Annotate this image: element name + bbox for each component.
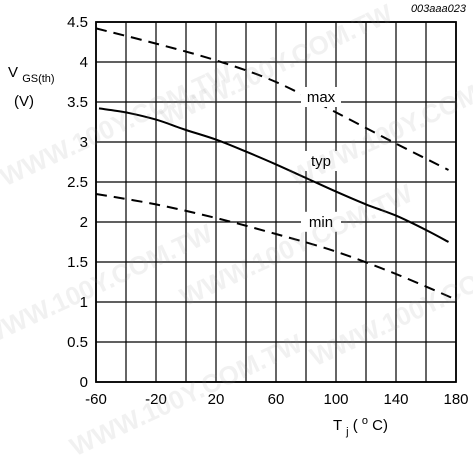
x-tick-label: 100 [323,391,348,408]
y-tick-label: 1.5 [67,254,88,271]
series-typ-label: typ [311,153,331,170]
y-tick-label: 4.5 [67,14,88,31]
x-tick-label: 180 [443,391,468,408]
x-axis-label-main: T [333,417,342,434]
x-axis-label: T j ( o C) [333,411,388,439]
y-tick-label: 0 [80,374,88,391]
y-tick-label: 2.5 [67,174,88,191]
x-tick-label: -20 [145,391,167,408]
y-axis-label: V GS(th) [8,64,55,85]
y-axis-label-sub: GS(th) [22,73,54,85]
series-min-label-bg [301,211,341,232]
x-axis-label-sub: j [345,426,348,438]
x-tick-label: -60 [85,391,107,408]
y-tick-label: 3.5 [67,94,88,111]
x-tick-label: 140 [383,391,408,408]
y-tick-label: 0.5 [67,334,88,351]
figure-code: 003aaa023 [411,3,467,15]
series-typ-label-bg [301,151,341,171]
y-axis-unit: (V) [14,93,34,110]
plot-frame [95,21,457,383]
series-max-label-bg [301,87,341,107]
series-max-line [95,27,449,171]
x-tick-label: 20 [208,391,225,408]
series-max-label: max [307,89,336,106]
y-tick-label: 1 [80,294,88,311]
series-typ-line [98,107,449,243]
grid [95,21,457,383]
x-axis-label-sup: o [362,415,368,427]
vgs-threshold-chart: -60 -20 20 60 100 140 180 0 0.5 1 1.5 2 2.5 3 3.5 4 4.5… [8,3,469,439]
y-tick-label: 4 [80,54,88,71]
curves [95,27,457,301]
series-min-line [95,193,457,301]
y-axis-label-main: V [8,64,18,81]
y-tick-labels: 0 0.5 1 1.5 2 2.5 3 3.5 4 4.5 [67,14,88,391]
x-axis-label-open: ( [353,417,358,434]
series-labels: max typ min [301,87,341,232]
y-tick-label: 2 [80,214,88,231]
series-min-label: min [309,214,333,231]
x-tick-labels: -60 -20 20 60 100 140 180 [85,391,468,408]
x-axis-label-unit: C) [372,417,388,434]
y-tick-label: 3 [80,134,88,151]
x-tick-label: 60 [268,391,285,408]
